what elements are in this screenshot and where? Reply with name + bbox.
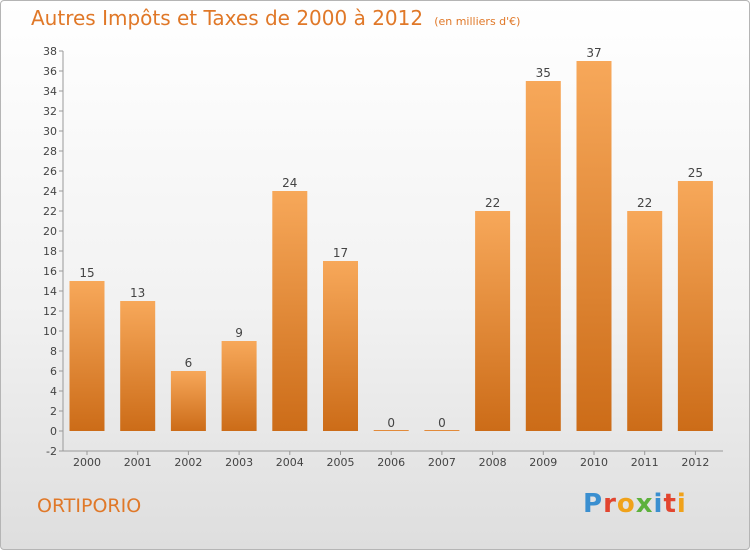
data-label: 35 (536, 66, 551, 80)
y-tick-label: 14 (43, 285, 57, 298)
data-label: 9 (235, 326, 243, 340)
x-tick-label: 2008 (479, 456, 507, 469)
x-tick-label: 2003 (225, 456, 253, 469)
data-label: 0 (438, 416, 446, 430)
x-tick-label: 2002 (174, 456, 202, 469)
proxiti-logo: Proxiti (583, 489, 687, 519)
bars (69, 61, 713, 431)
x-tick-label: 2006 (377, 456, 405, 469)
commune-name: ORTIPORIO (37, 495, 142, 517)
data-label: 25 (688, 166, 703, 180)
axes: -202468101214161820222426283032343638200… (43, 45, 723, 469)
y-tick-label: 18 (43, 245, 57, 258)
bar (576, 61, 612, 431)
x-tick-label: 2012 (681, 456, 709, 469)
chart-title: Autres Impôts et Taxes de 2000 à 2012 (31, 6, 424, 30)
x-tick-label: 2004 (276, 456, 304, 469)
y-tick-label: 26 (43, 165, 57, 178)
logo-letter: P (583, 489, 604, 519)
y-tick-label: 24 (43, 185, 57, 198)
bar (424, 430, 460, 431)
data-label: 6 (185, 356, 193, 370)
bar (120, 301, 156, 431)
x-tick-label: 2010 (580, 456, 608, 469)
bar (627, 211, 663, 431)
y-tick-label: 28 (43, 145, 57, 158)
logo-letter: x (635, 489, 654, 519)
y-tick-label: 8 (50, 345, 57, 358)
logo-letter: i (653, 489, 664, 519)
y-tick-label: 2 (50, 405, 57, 418)
y-tick-label: 4 (50, 385, 57, 398)
y-tick-label: 34 (43, 85, 57, 98)
data-label: 22 (637, 196, 652, 210)
data-label: 22 (485, 196, 500, 210)
y-tick-label: 6 (50, 365, 57, 378)
bar (170, 371, 206, 431)
x-tick-label: 2009 (529, 456, 557, 469)
bar (373, 430, 409, 431)
bar (677, 181, 713, 431)
y-tick-label: -2 (46, 445, 57, 458)
y-tick-label: 38 (43, 45, 57, 58)
bar (525, 81, 561, 431)
x-tick-label: 2007 (428, 456, 456, 469)
x-tick-label: 2000 (73, 456, 101, 469)
logo-letter: r (603, 489, 617, 519)
y-tick-label: 20 (43, 225, 57, 238)
data-label: 37 (586, 46, 601, 60)
chart-subtitle: (en milliers d'€) (434, 15, 521, 28)
data-label: 0 (387, 416, 395, 430)
data-label: 15 (79, 266, 94, 280)
y-tick-label: 16 (43, 265, 57, 278)
title-line: Autres Impôts et Taxes de 2000 à 2012 (e… (31, 6, 520, 30)
data-label: 17 (333, 246, 348, 260)
x-tick-label: 2005 (327, 456, 355, 469)
y-tick-label: 0 (50, 425, 57, 438)
logo-letter: i (676, 489, 687, 519)
bar (69, 281, 105, 431)
bar (475, 211, 511, 431)
bar (221, 341, 257, 431)
y-tick-label: 22 (43, 205, 57, 218)
data-label: 24 (282, 176, 297, 190)
y-tick-label: 10 (43, 325, 57, 338)
data-labels: 15 13 6 9 24 17 0 0 22 35 37 22 25 (79, 46, 703, 430)
x-tick-label: 2011 (631, 456, 659, 469)
bar (323, 261, 358, 431)
bar (272, 191, 308, 431)
x-tick-label: 2001 (124, 456, 152, 469)
y-tick-label: 36 (43, 65, 57, 78)
data-label: 13 (130, 286, 145, 300)
y-tick-label: 32 (43, 105, 57, 118)
y-tick-label: 30 (43, 125, 57, 138)
y-tick-label: 12 (43, 305, 57, 318)
logo-letter: t (663, 489, 677, 519)
logo-letter: o (616, 489, 636, 519)
